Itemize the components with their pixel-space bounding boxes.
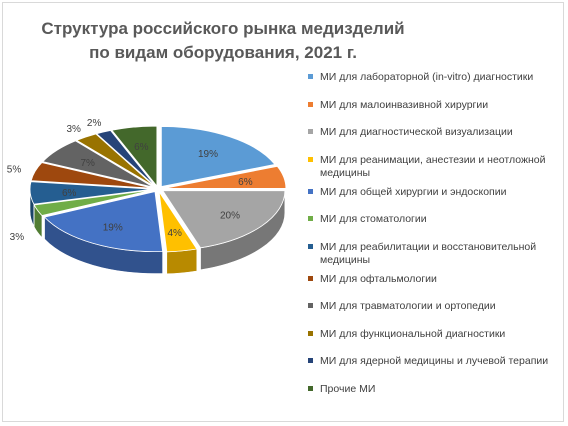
chart-title: Структура российского рынка медизделий п… <box>41 19 405 62</box>
legend-label: Прочие МИ <box>320 382 376 395</box>
legend-label: МИ для малоинвазивной хирургии <box>320 98 489 111</box>
data-label-11: 6% <box>134 142 149 153</box>
data-label-10: 2% <box>87 118 102 129</box>
slice-10 <box>95 130 156 187</box>
legend-swatch <box>308 243 313 249</box>
chart-area: Структура российского рынка медизделий п… <box>2 2 564 422</box>
legend-swatch <box>308 385 313 391</box>
legend-swatch <box>308 358 313 363</box>
slice-3 <box>158 191 198 253</box>
data-label-1: 6% <box>238 177 253 188</box>
legend-swatch <box>308 156 313 162</box>
legend-swatch <box>308 216 313 221</box>
legend-swatch <box>308 129 313 134</box>
legend-label: МИ для ядерной медицины и лучевой терапи… <box>320 355 549 367</box>
legend-label: МИ для лабораторной (in-vitro) диагности… <box>320 71 534 83</box>
data-label-7: 5% <box>7 164 22 175</box>
slice-9 <box>75 133 155 187</box>
legend-label: МИ для диагностической визуализации <box>320 126 513 138</box>
slice-0 <box>160 126 276 188</box>
data-label-8: 7% <box>80 158 95 169</box>
legend-label: МИ для реабилитации и восстановительной … <box>320 240 537 266</box>
legend-label: МИ для общей хирургии и эндоскопии <box>320 185 507 198</box>
data-label-6: 6% <box>62 188 77 199</box>
slice-8 <box>42 140 154 188</box>
legend-label: МИ для реанимации, анестезии и неотложно… <box>320 153 546 179</box>
legend-label: МИ для офтальмологии <box>320 272 437 285</box>
legend-swatch <box>308 74 313 79</box>
slice-2 <box>162 190 286 249</box>
legend-swatch <box>308 275 313 281</box>
slice-1 <box>163 165 287 189</box>
slice-side-3 <box>166 248 198 275</box>
slice-7 <box>30 162 153 189</box>
legend-label: МИ для функциональной диагностики <box>320 327 506 340</box>
legend-swatch <box>308 303 313 308</box>
data-label-2: 20% <box>220 211 240 222</box>
legend-swatch <box>308 101 313 107</box>
legend-swatch <box>308 188 313 194</box>
legend-label: МИ для стоматологии <box>320 213 427 225</box>
slice-6 <box>29 181 153 205</box>
slice-5 <box>33 189 153 217</box>
legend-label: МИ для травматологии и ортопедии <box>320 300 496 312</box>
pie-chart: 19% 6% 20% 4% 19% 3% 6% 5% 7% 3% 2% 6% <box>7 118 287 275</box>
slice-11 <box>111 125 158 188</box>
slice-4 <box>43 191 164 252</box>
legend-swatch <box>308 330 313 336</box>
data-label-0: 19% <box>198 149 218 160</box>
data-label-3: 4% <box>167 228 182 239</box>
data-label-4: 19% <box>103 223 123 234</box>
data-label-9: 3% <box>66 124 81 135</box>
data-label-5: 3% <box>10 232 25 243</box>
